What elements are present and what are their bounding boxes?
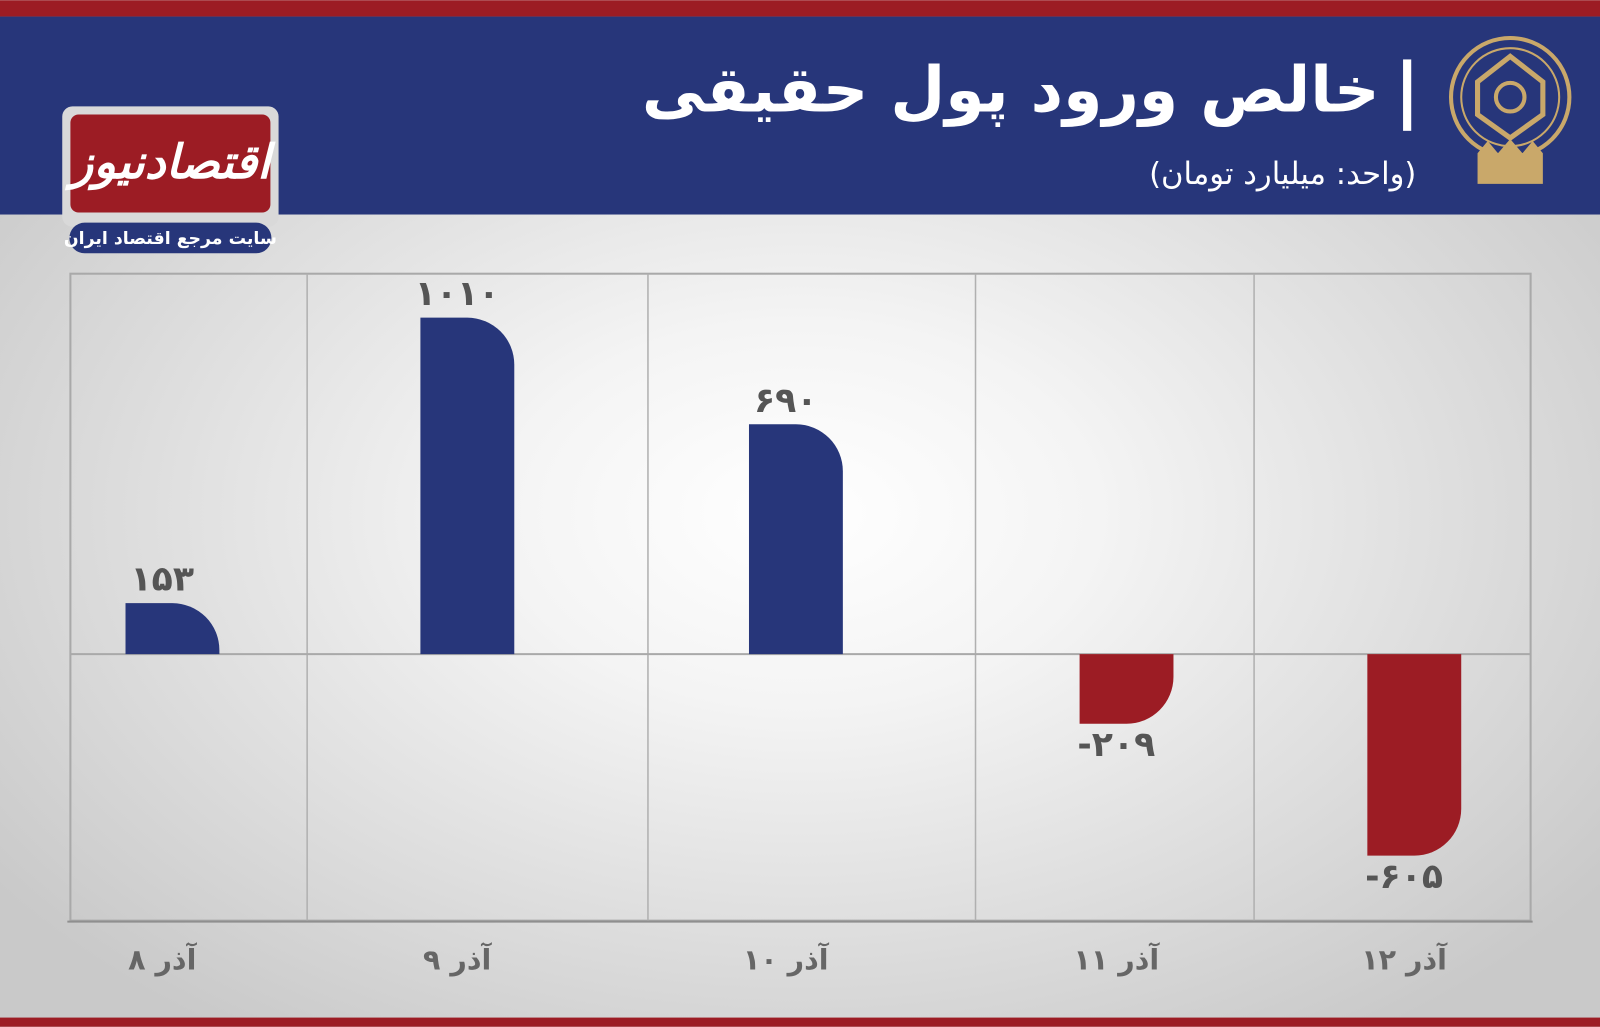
bottom-strip (0, 1017, 1600, 1027)
value-label: ۱۰۱۰ (415, 274, 500, 314)
tagline-box (69, 222, 272, 254)
chart-title: خالص ورود پول حقیقی (642, 53, 1380, 128)
x-tick-label: ۱۱ آذر (1073, 942, 1160, 976)
x-tick-label: ۱۰ آذر (743, 942, 830, 976)
value-label: -۶۰۵ (1365, 857, 1443, 897)
value-label: -۲۰۹ (1077, 725, 1155, 765)
bar (1367, 654, 1462, 856)
logo-box (70, 114, 271, 213)
top-strip (0, 0, 1600, 17)
title-divider (1403, 59, 1412, 131)
bar (748, 424, 843, 655)
emblem (1448, 35, 1572, 184)
bar (1079, 654, 1174, 724)
x-tick-label: ۸ آذر (128, 942, 197, 976)
chart-subtitle: (واحد: میلیارد تومان) (1149, 157, 1416, 192)
logo-text: اقتصادنیوز (65, 135, 277, 191)
bar (420, 317, 515, 655)
bar (125, 603, 220, 655)
logo-tagline: سایت مرجع اقتصاد ایران (64, 229, 277, 249)
x-tick-label: ۹ آذر (423, 942, 492, 976)
value-label: ۱۵۳ (130, 560, 194, 600)
x-tick-label: ۱۲ آذر (1361, 942, 1448, 976)
value-label: ۶۹۰ (754, 381, 818, 421)
